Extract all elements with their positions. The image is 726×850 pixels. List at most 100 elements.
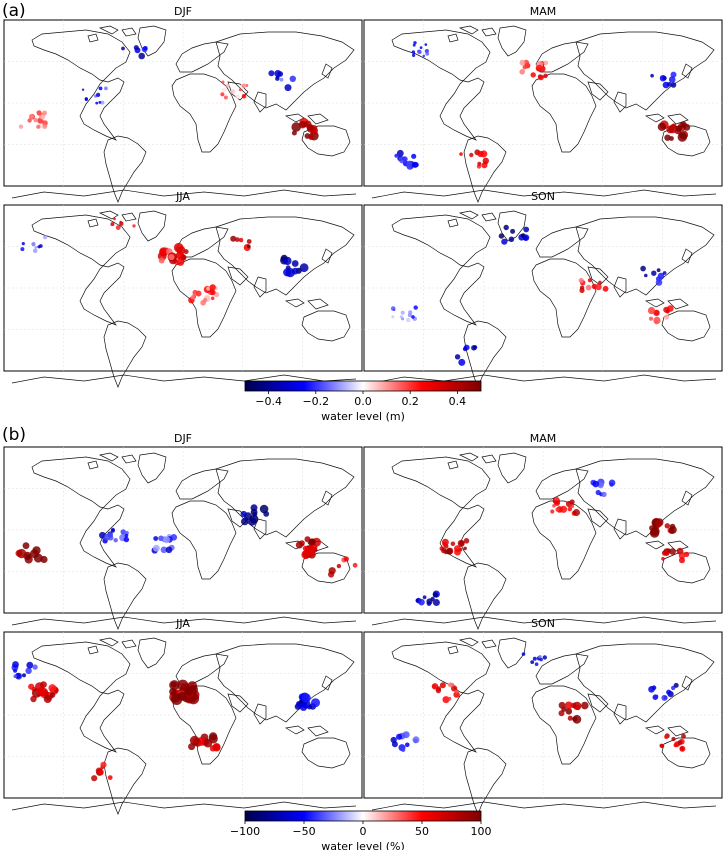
site-marker bbox=[25, 667, 32, 674]
site-marker bbox=[40, 115, 46, 120]
site-marker bbox=[40, 681, 47, 688]
site-marker bbox=[43, 235, 48, 240]
site-marker bbox=[558, 710, 565, 717]
site-marker bbox=[675, 125, 683, 132]
site-marker bbox=[394, 153, 399, 158]
map-panel-son: SON bbox=[363, 617, 723, 815]
water-level-markers bbox=[15, 504, 358, 578]
site-marker bbox=[400, 310, 405, 315]
site-marker bbox=[411, 315, 415, 319]
site-marker bbox=[565, 708, 573, 715]
site-marker bbox=[95, 101, 99, 105]
site-marker bbox=[235, 94, 240, 100]
site-marker bbox=[234, 237, 240, 242]
site-marker bbox=[42, 124, 48, 129]
colorbar-label: water level (m) bbox=[321, 410, 405, 423]
site-marker bbox=[649, 528, 660, 538]
site-marker bbox=[519, 59, 526, 66]
site-marker bbox=[498, 233, 505, 239]
site-marker bbox=[123, 536, 130, 543]
site-marker bbox=[169, 687, 177, 696]
site-marker bbox=[311, 698, 320, 708]
site-marker bbox=[559, 505, 568, 513]
colorbar: −0.4 −0.2 0.0 0.2 0.4 water level (m) bbox=[244, 380, 482, 423]
site-marker bbox=[246, 239, 252, 244]
site-marker bbox=[679, 557, 685, 564]
site-marker bbox=[119, 221, 124, 226]
site-marker bbox=[522, 65, 527, 70]
site-marker bbox=[579, 287, 585, 293]
site-marker bbox=[20, 247, 25, 252]
site-marker bbox=[653, 309, 660, 316]
site-marker bbox=[482, 157, 489, 164]
site-marker bbox=[572, 716, 578, 722]
site-marker bbox=[250, 504, 258, 512]
site-marker bbox=[447, 682, 453, 688]
site-marker bbox=[160, 546, 168, 554]
site-marker bbox=[532, 656, 537, 661]
colorbar-label: water level (%) bbox=[321, 840, 405, 850]
site-marker bbox=[352, 562, 358, 568]
site-marker bbox=[587, 278, 592, 283]
site-marker bbox=[550, 509, 555, 514]
site-marker bbox=[426, 601, 432, 606]
site-marker bbox=[98, 101, 102, 104]
site-marker bbox=[396, 733, 403, 740]
site-marker bbox=[241, 517, 249, 526]
site-marker bbox=[453, 691, 460, 698]
site-marker bbox=[662, 75, 667, 81]
site-marker bbox=[665, 309, 670, 314]
site-marker bbox=[396, 149, 404, 157]
site-marker bbox=[534, 662, 539, 666]
colorbar-bar bbox=[244, 380, 482, 392]
site-marker bbox=[238, 88, 242, 92]
site-marker bbox=[670, 82, 677, 88]
panel-frame bbox=[363, 204, 723, 372]
site-marker bbox=[12, 661, 19, 668]
site-marker bbox=[677, 740, 683, 746]
site-marker bbox=[221, 87, 227, 93]
site-marker bbox=[469, 152, 474, 158]
site-marker bbox=[648, 686, 655, 693]
site-marker bbox=[664, 523, 670, 529]
site-marker bbox=[419, 46, 423, 49]
site-marker bbox=[522, 234, 530, 241]
site-marker bbox=[34, 246, 38, 249]
season-title: JJA bbox=[175, 190, 190, 203]
site-marker bbox=[535, 64, 543, 72]
site-marker bbox=[530, 660, 535, 664]
site-marker bbox=[283, 268, 292, 277]
site-marker bbox=[597, 481, 604, 489]
site-marker bbox=[220, 92, 225, 97]
site-marker bbox=[648, 316, 654, 321]
site-marker bbox=[284, 84, 292, 92]
site-marker bbox=[298, 121, 307, 129]
site-marker bbox=[530, 72, 536, 78]
season-title: MAM bbox=[530, 432, 557, 445]
site-marker bbox=[441, 538, 449, 546]
site-marker bbox=[542, 655, 547, 660]
site-marker bbox=[21, 673, 27, 678]
site-marker bbox=[462, 346, 468, 352]
site-marker bbox=[107, 775, 113, 780]
site-marker bbox=[248, 517, 257, 526]
site-marker bbox=[425, 51, 430, 56]
site-marker bbox=[581, 701, 589, 710]
panel-frame bbox=[363, 19, 723, 187]
site-marker bbox=[651, 270, 657, 276]
season-title: DJF bbox=[174, 432, 192, 445]
site-marker bbox=[463, 546, 467, 551]
site-marker bbox=[295, 541, 303, 549]
site-marker bbox=[650, 73, 654, 78]
colorbar-tick-label: 50 bbox=[415, 825, 429, 838]
site-marker bbox=[413, 41, 417, 45]
site-marker bbox=[241, 83, 247, 89]
site-marker bbox=[435, 687, 442, 694]
site-marker bbox=[291, 260, 299, 267]
site-marker bbox=[170, 681, 177, 688]
site-marker bbox=[22, 542, 30, 550]
site-marker bbox=[669, 523, 676, 530]
site-marker bbox=[133, 45, 139, 51]
site-marker bbox=[121, 46, 125, 51]
site-marker bbox=[578, 277, 584, 284]
